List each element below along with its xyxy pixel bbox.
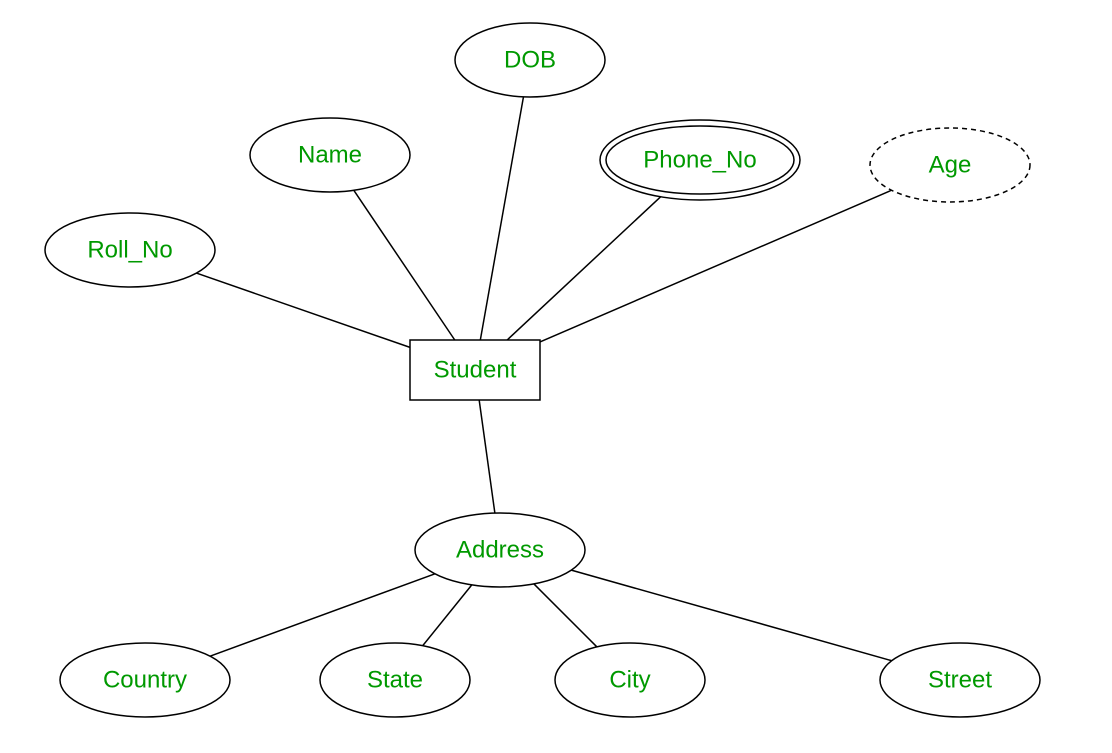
node-dob: DOB	[455, 23, 605, 97]
node-address: Address	[415, 513, 585, 587]
edge-student-phone_no	[507, 197, 660, 340]
edge-student-dob	[480, 97, 523, 340]
node-label-street: Street	[928, 666, 992, 693]
node-age: Age	[870, 128, 1030, 202]
node-city: City	[555, 643, 705, 717]
edge-address-state	[423, 585, 472, 646]
node-label-address: Address	[456, 536, 544, 563]
edge-address-city	[534, 584, 597, 647]
node-label-country: Country	[103, 666, 187, 693]
node-label-roll_no: Roll_No	[87, 236, 172, 263]
er-diagram: Student Roll_No Name DOB Phone_No Age Address C…	[0, 0, 1112, 753]
edge-student-address	[479, 400, 495, 513]
nodes-layer: Student Roll_No Name DOB Phone_No Age Address C…	[45, 23, 1040, 717]
node-name: Name	[250, 118, 410, 192]
node-label-city: City	[609, 666, 650, 693]
node-label-phone_no: Phone_No	[643, 146, 756, 173]
node-label-name: Name	[298, 141, 362, 168]
node-roll_no: Roll_No	[45, 213, 215, 287]
node-street: Street	[880, 643, 1040, 717]
node-label-dob: DOB	[504, 46, 556, 73]
edge-student-name	[354, 190, 455, 340]
node-country: Country	[60, 643, 230, 717]
node-state: State	[320, 643, 470, 717]
node-label-student: Student	[434, 356, 517, 383]
node-label-state: State	[367, 666, 423, 693]
node-phone_no: Phone_No	[600, 120, 800, 200]
edge-student-roll_no	[196, 273, 410, 347]
edge-student-age	[540, 190, 892, 342]
node-label-age: Age	[929, 151, 972, 178]
node-student: Student	[410, 340, 540, 400]
